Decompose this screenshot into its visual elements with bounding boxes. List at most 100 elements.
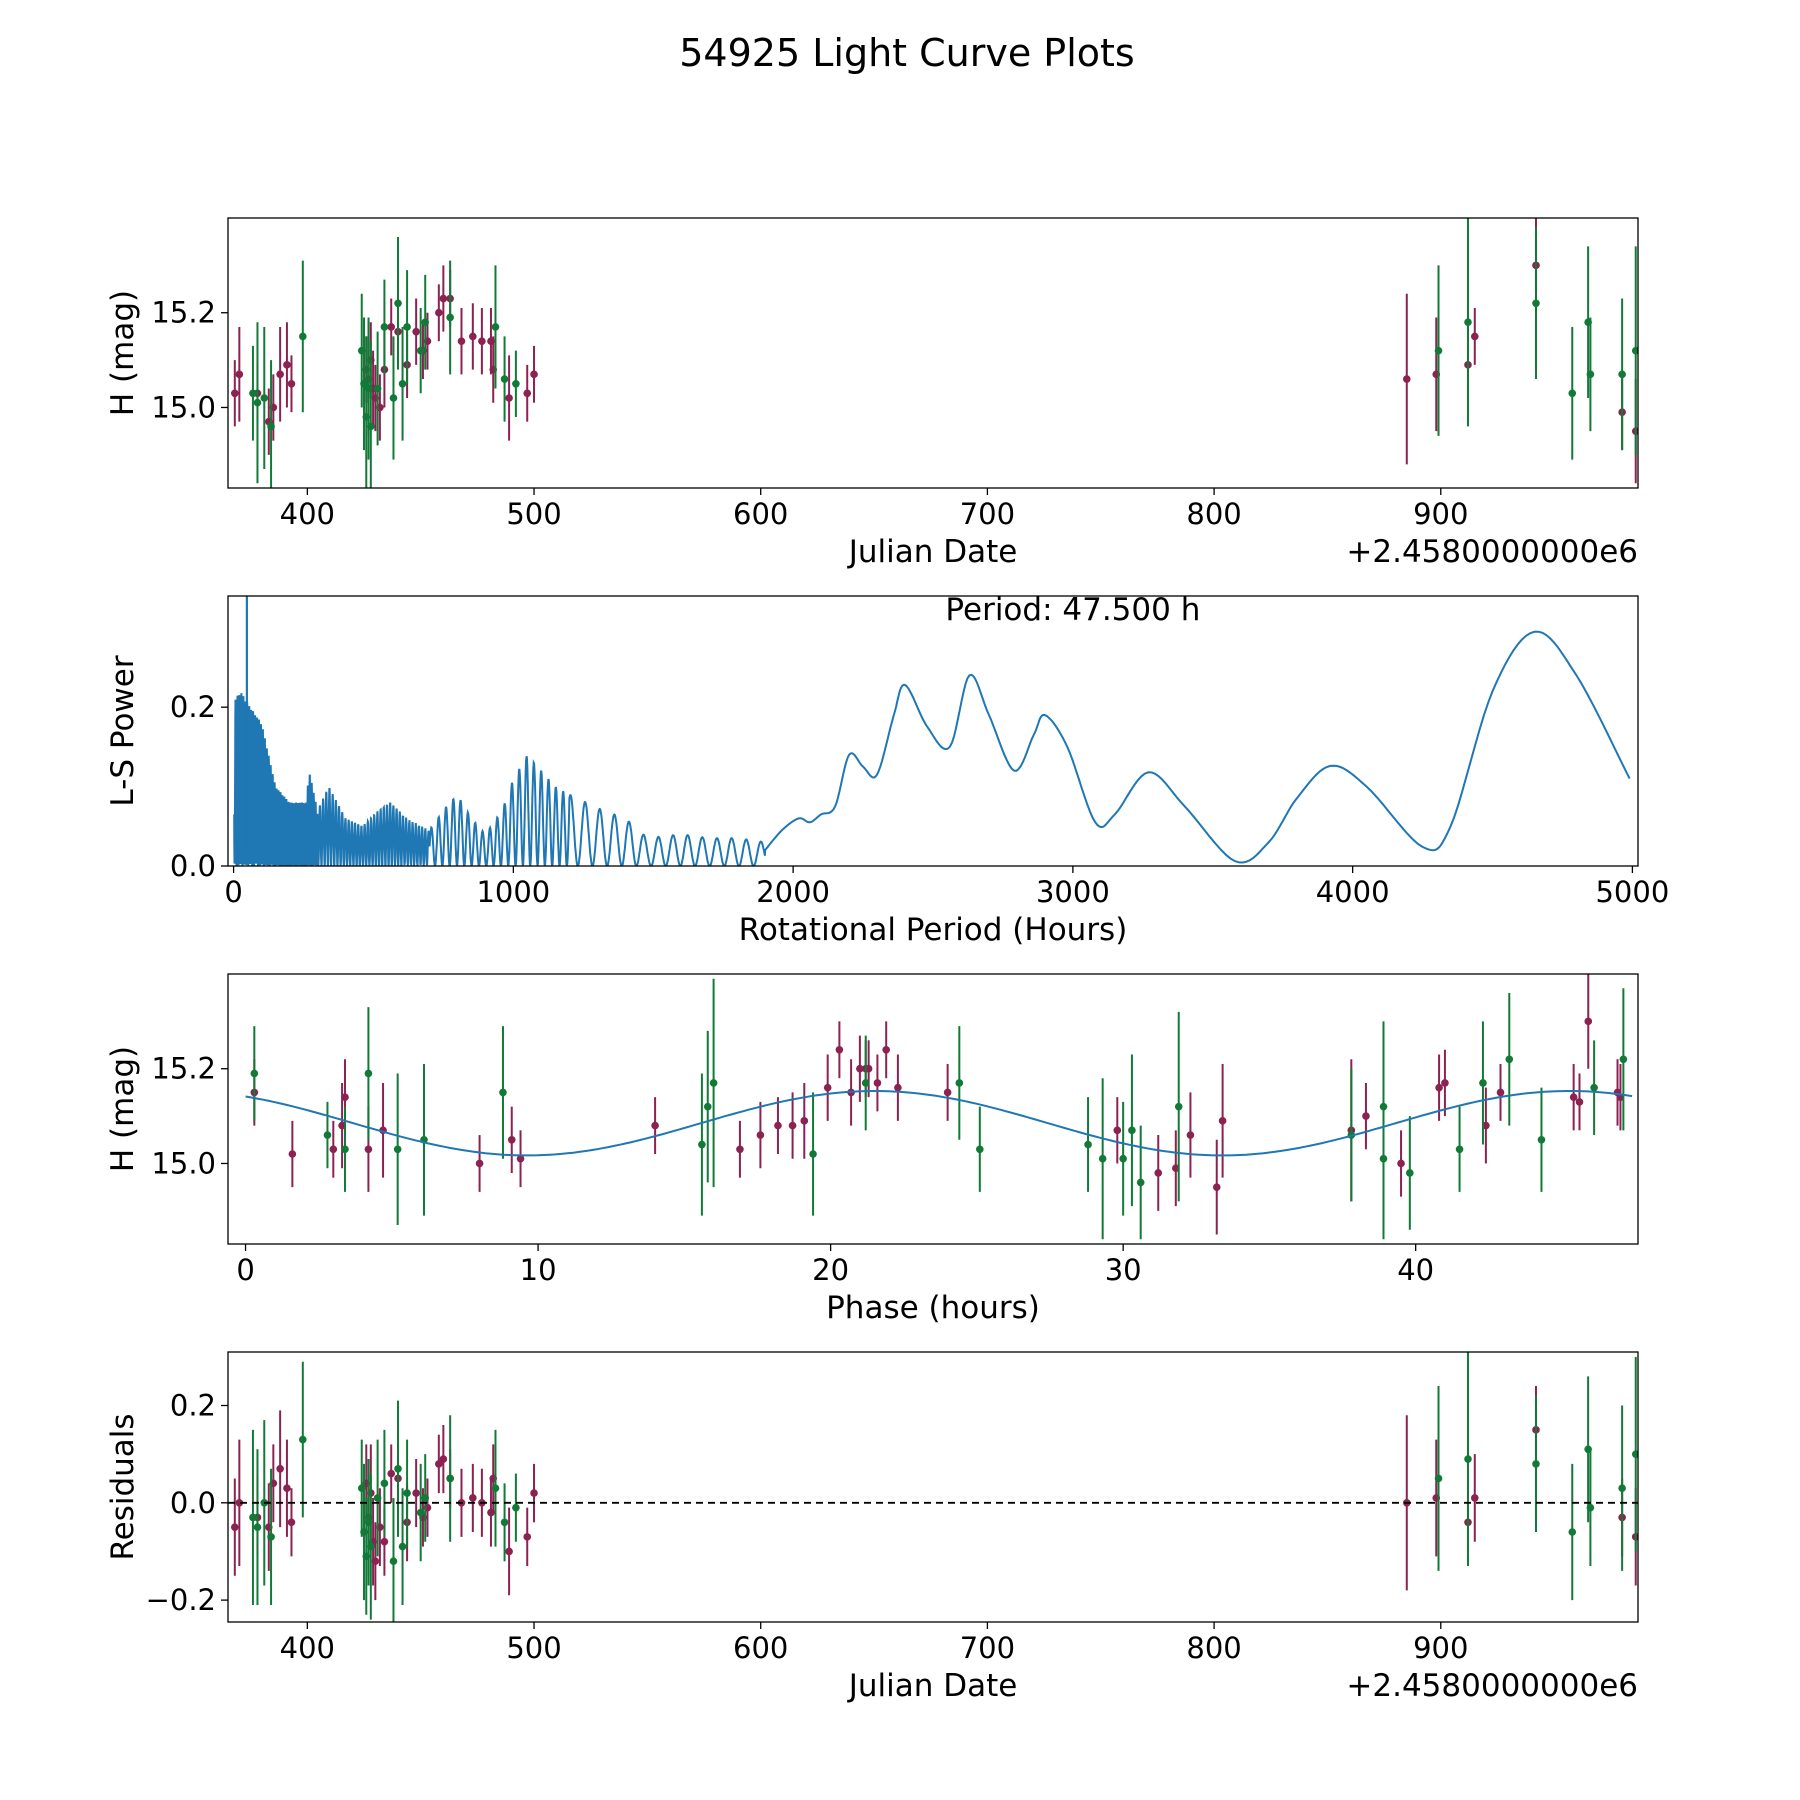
periodogram-frame — [227, 595, 1639, 867]
phased-green-point — [955, 1079, 964, 1087]
lightcurve-green-point — [398, 379, 407, 388]
phased-green-point — [709, 1079, 718, 1087]
lightcurve-green-point — [1464, 318, 1472, 327]
lightcurve-magenta-point — [283, 361, 291, 369]
phased-magenta-point — [288, 1150, 297, 1158]
phased-magenta-point — [338, 1121, 346, 1130]
phased-magenta-point — [1362, 1112, 1370, 1120]
residuals-magenta-point — [1470, 1494, 1479, 1502]
residuals-xtick-label: 800 — [1186, 1631, 1241, 1665]
period-annotation: Period: 47.500 h — [945, 592, 1200, 628]
phased-magenta-point — [823, 1083, 832, 1092]
residuals-green-point — [1631, 1450, 1638, 1458]
lightcurve-magenta-point — [469, 332, 477, 341]
phased-magenta-point — [774, 1121, 782, 1130]
phased-xtick-label: 0 — [236, 1253, 254, 1287]
lightcurve-green-point — [373, 384, 382, 393]
phased-green-point — [323, 1131, 332, 1139]
panel-periodogram: Period: 47.500 h 0 1000 2000 3000 4000 5000 0.0… — [105, 592, 1669, 948]
phased-magenta-point — [1482, 1121, 1490, 1130]
residuals-frame — [227, 1351, 1639, 1623]
phased-magenta-point — [1154, 1169, 1163, 1177]
phased-green-point — [1590, 1083, 1598, 1092]
residuals-ylabel: Residuals — [105, 1413, 141, 1560]
residuals-magenta-point — [283, 1484, 291, 1493]
phased-magenta-point — [1212, 1183, 1221, 1191]
residuals-xtick-label: 600 — [733, 1631, 788, 1665]
lightcurve-green-point — [267, 422, 275, 431]
phased-green-point — [1174, 1102, 1183, 1111]
phased-frame — [227, 973, 1639, 1245]
lightcurve-xtick-label: 800 — [1186, 497, 1241, 531]
figure-title: 54925 Light Curve Plots — [679, 31, 1134, 75]
residuals-green-point — [299, 1435, 307, 1444]
residuals-magenta-point — [435, 1460, 443, 1468]
phased-xlabel: Phase (hours) — [826, 1290, 1040, 1326]
lightcurve-green-point — [500, 375, 509, 383]
lightcurve-magenta-point — [439, 294, 448, 303]
lightcurve-green-point — [416, 346, 425, 355]
lightcurve-magenta-point — [287, 379, 296, 388]
phased-magenta-point — [864, 1064, 873, 1073]
phased-green-point — [1479, 1079, 1487, 1087]
phased-ylabel: H (mag) — [105, 1046, 141, 1172]
residuals-green-point — [500, 1518, 509, 1527]
lightcurve-green-point — [1434, 346, 1443, 355]
phased-magenta-point — [1569, 1093, 1578, 1101]
phased-green-point — [1119, 1154, 1127, 1163]
residuals-xtick-label: 400 — [280, 1631, 335, 1665]
phased-xtick-label: 30 — [1105, 1253, 1142, 1287]
residuals-green-point — [367, 1542, 375, 1551]
residuals-green-point — [416, 1508, 425, 1517]
phased-green-point — [1379, 1102, 1388, 1111]
lightcurve-magenta-point — [231, 389, 239, 398]
residuals-ytick-label: −0.2 — [146, 1583, 216, 1617]
phased-magenta-point — [1496, 1088, 1505, 1097]
residuals-green-point — [403, 1489, 411, 1497]
lightcurve-green-point — [1586, 370, 1595, 379]
phased-green-point — [1098, 1154, 1107, 1163]
phased-points — [250, 974, 1628, 1240]
residuals-magenta-point — [387, 1469, 396, 1478]
phased-magenta-point — [788, 1121, 797, 1130]
phased-green-point — [1128, 1126, 1136, 1135]
panel-phased: 0 10 20 30 40 15.0 15.2 Phase (hours) H (mag) — [105, 973, 1639, 1326]
lightcurve-magenta-point — [235, 370, 244, 379]
lightcurve-green-point — [389, 394, 398, 402]
periodogram-xtick-label: 5000 — [1595, 875, 1669, 909]
phased-green-point — [1136, 1178, 1145, 1187]
lightcurve-green-point — [421, 318, 430, 327]
residuals-green-point — [398, 1542, 407, 1551]
phased-magenta-point — [1584, 1017, 1593, 1026]
lightcurve-green-point — [299, 332, 307, 341]
residuals-magenta-point — [276, 1464, 284, 1473]
residuals-magenta-point — [439, 1455, 448, 1463]
phased-green-point — [1406, 1169, 1414, 1177]
lightcurve-magenta-point — [1402, 375, 1411, 383]
residuals-green-point — [446, 1474, 454, 1483]
panel-residuals: 400 500 600 700 800 900 −0.2 0.0 0.2 Julian Date R… — [105, 1351, 1639, 1704]
phased-magenta-point — [835, 1045, 844, 1054]
lightcurve-magenta-point — [523, 389, 532, 398]
phased-green-point — [364, 1069, 373, 1078]
phased-green-point — [341, 1145, 349, 1154]
residuals-green-point — [1434, 1474, 1443, 1483]
lightcurve-green-point — [249, 389, 257, 398]
phased-magenta-point — [1218, 1117, 1227, 1125]
lightcurve-green-point — [260, 394, 269, 402]
lightcurve-magenta-point — [412, 327, 420, 336]
lightcurve-green-point — [512, 379, 520, 388]
residuals-green-point — [512, 1503, 520, 1512]
residuals-xtick-label: 700 — [960, 1631, 1015, 1665]
lightcurve-points — [231, 218, 1638, 488]
lightcurve-green-point — [1618, 370, 1626, 379]
residuals-magenta-point — [380, 1537, 389, 1546]
residuals-green-point — [267, 1533, 275, 1541]
phased-magenta-point — [873, 1079, 882, 1087]
periodogram-ytick-label: 0.0 — [170, 849, 216, 883]
phased-magenta-point — [651, 1121, 659, 1130]
periodogram-ytick-label: 0.2 — [170, 690, 216, 724]
residuals-green-point — [249, 1513, 257, 1522]
residuals-green-point — [253, 1523, 262, 1531]
lightcurve-xtick-label: 900 — [1413, 497, 1468, 531]
